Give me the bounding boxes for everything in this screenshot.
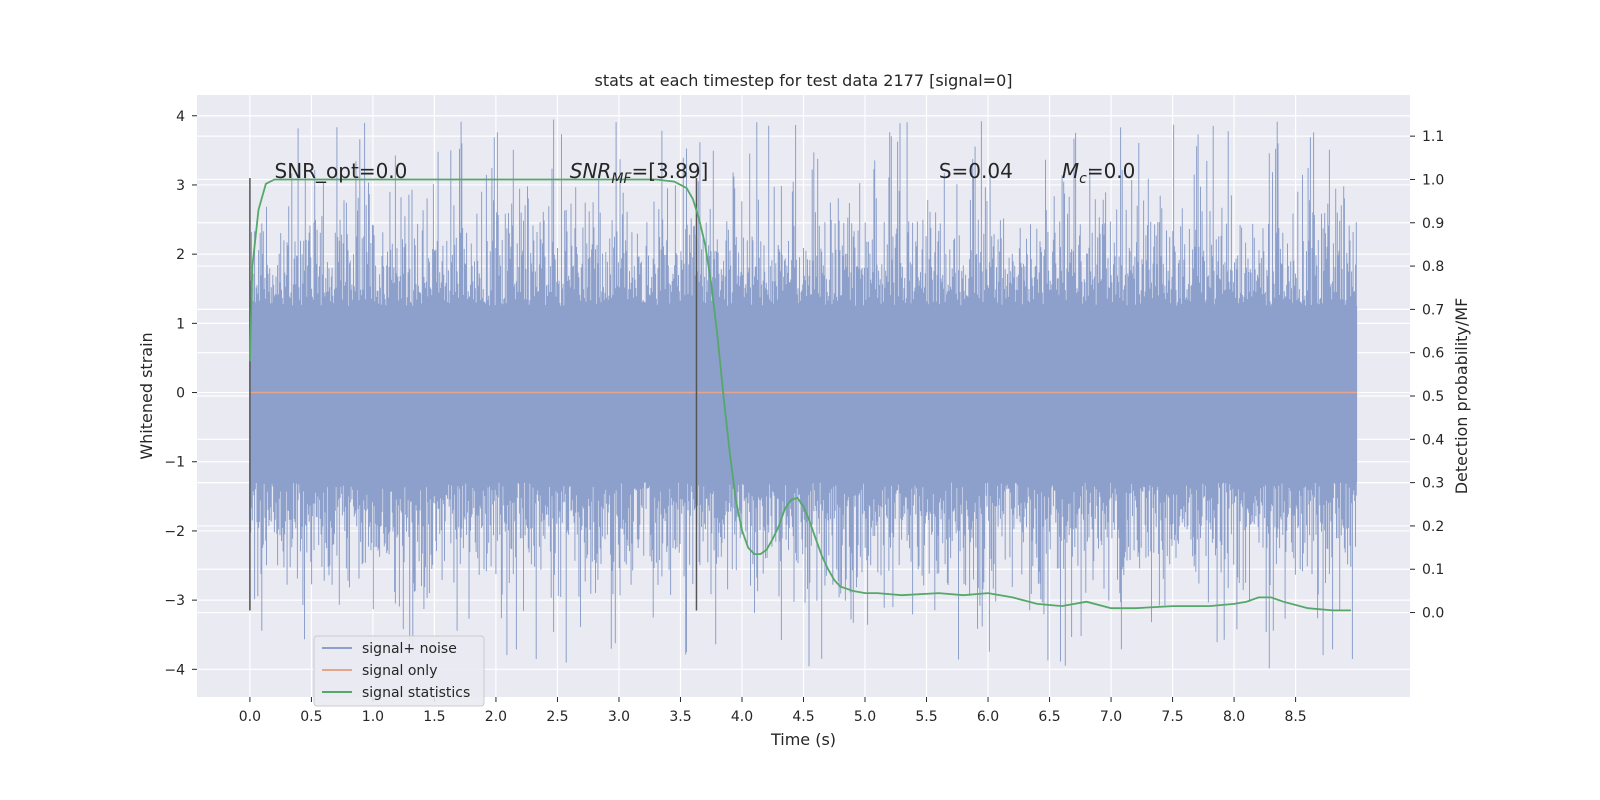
y-left-tick-label-2: 2 [176,247,185,263]
signal-statistics-line [249,178,1351,612]
y-left-tick-label-8: −4 [164,662,185,678]
x-tick-label-10: 5.0 [854,709,876,725]
legend-label-0: signal+ noise [362,641,457,657]
x-tick-label-0: 0.0 [239,709,261,725]
x-tick-label-15: 7.5 [1161,709,1183,725]
y-right-tick-label-0: 1.1 [1422,129,1444,145]
vertical-markers [249,178,698,611]
y-right-tick-label-11: 0.0 [1422,606,1444,622]
series-signal-plus-noise [249,119,1358,669]
annotation-2: S=0.04 [939,159,1013,183]
x-tick-label-4: 2.0 [485,709,507,725]
x-tick-label-1: 0.5 [300,709,322,725]
annotation-1: SNRMF=[3.89] [570,159,709,187]
x-tick-label-11: 5.5 [915,709,937,725]
x-axis-label: Time (s) [770,730,836,749]
x-axis-ticks: 0.0 0.5 1.0 1.5 2.0 2.5 3.0 3.5 4.0 4.5 5.0 5.5 6.0 6… [239,697,1307,725]
y-right-tick-label-5: 0.6 [1422,346,1444,362]
y-left-axis-label: Whitened strain [137,332,156,459]
y-right-tick-label-2: 0.9 [1422,216,1444,232]
annotation-3: Mc=0.0 [1062,159,1136,187]
y-right-tick-label-10: 0.1 [1422,562,1444,578]
legend-label-2: signal statistics [362,685,470,701]
x-tick-label-16: 8.0 [1223,709,1245,725]
legend: signal+ noise signal only signal statistic… [313,635,485,707]
y-left-tick-label-6: −2 [164,524,185,540]
x-tick-label-13: 6.5 [1038,709,1060,725]
x-tick-label-7: 3.5 [669,709,691,725]
x-tick-label-17: 8.5 [1284,709,1306,725]
annotation-0: SNR_opt=0.0 [275,159,408,183]
y-right-tick-label-7: 0.4 [1422,432,1444,448]
x-tick-label-12: 6.0 [977,709,999,725]
y-left-tick-label-3: 1 [176,316,185,332]
y-left-tick-label-0: 4 [176,109,185,125]
y-left-tick-label-7: −3 [164,593,185,609]
x-tick-label-8: 4.0 [731,709,753,725]
chart-title: stats at each timestep for test data 217… [594,71,1012,90]
y-left-axis-ticks: 4 3 2 1 0 −1 −2 −3 −4 [164,109,197,678]
series-signal-statistics [249,178,1351,612]
y-left-tick-label-5: −1 [164,455,185,471]
y-right-axis-label: Detection probability/MF [1452,298,1471,495]
x-tick-label-14: 7.0 [1100,709,1122,725]
y-left-tick-label-1: 3 [176,178,185,194]
y-right-tick-label-1: 1.0 [1422,172,1444,188]
x-tick-label-2: 1.0 [362,709,384,725]
x-tick-label-5: 2.5 [546,709,568,725]
y-right-tick-label-6: 0.5 [1422,389,1444,405]
y-right-tick-label-3: 0.8 [1422,259,1444,275]
legend-label-1: signal only [362,663,437,679]
y-right-tick-label-4: 0.7 [1422,302,1444,318]
y-right-axis-ticks: 1.1 1.0 0.9 0.8 0.7 0.6 0.5 0.4 0.3 0.2 0.1 0.0 [1410,129,1444,622]
x-tick-label-3: 1.5 [423,709,445,725]
annotations: SNR_opt=0.0 SNRMF=[3.89] S=0.04 Mc=0.0 [275,159,1136,187]
legend-box [313,635,485,707]
x-tick-label-9: 4.5 [792,709,814,725]
y-right-tick-label-8: 0.3 [1422,476,1444,492]
y-right-tick-label-9: 0.2 [1422,519,1444,535]
y-left-tick-label-4: 0 [176,386,185,402]
x-tick-label-6: 3.0 [608,709,630,725]
